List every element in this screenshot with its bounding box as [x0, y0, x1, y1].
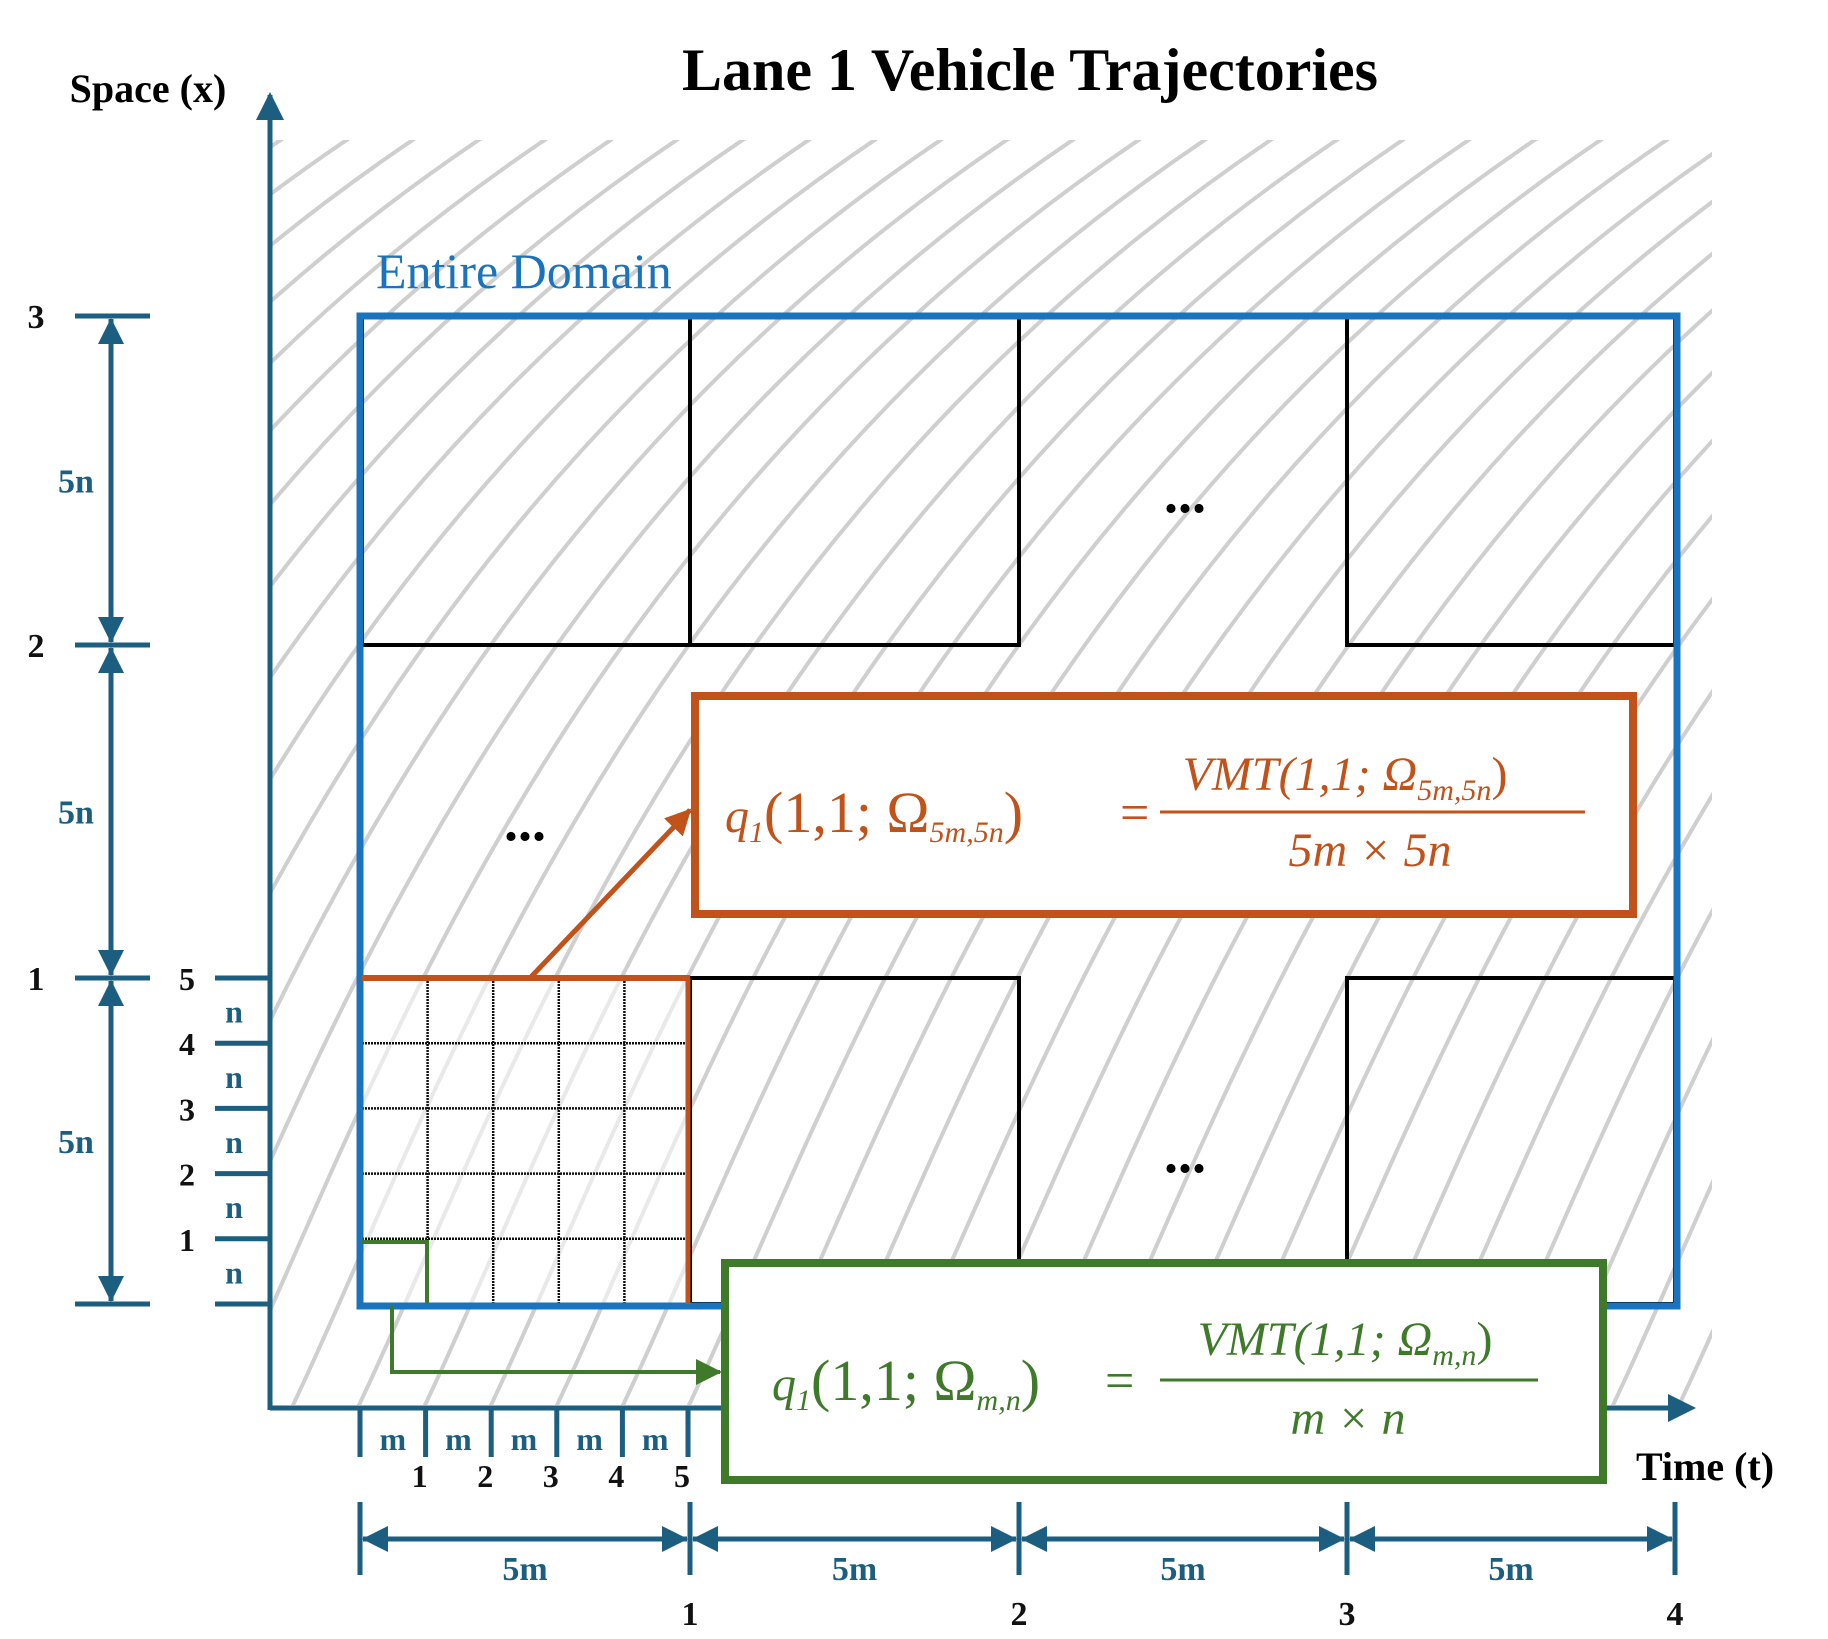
- small-y-span-label: n: [225, 1059, 243, 1095]
- small-y-span-label: n: [225, 1189, 243, 1225]
- small-x-span-label: m: [511, 1421, 538, 1457]
- formula-small-equals: =: [1105, 1353, 1134, 1410]
- x-span-label: 5m: [502, 1551, 547, 1588]
- inner-y-tick-label: 2: [179, 1157, 195, 1193]
- inner-x-tick-label: 2: [477, 1458, 493, 1494]
- x-span-label: 5m: [1160, 1551, 1205, 1588]
- outer-x-tick-label: 1: [682, 1596, 699, 1633]
- trajectory-line: [272, 140, 945, 894]
- outer-x-tick-label: 2: [1011, 1596, 1028, 1633]
- large-cell-highlight: [362, 808, 692, 1304]
- x-axis-label: Time (t): [1636, 1444, 1774, 1489]
- formula-box-small: q1(1,1; Ωm,n) = VMT(1,1; Ωm,n) m × n: [721, 1259, 1607, 1484]
- outer-y-tick-label: 2: [28, 628, 45, 665]
- large-cell-arrow: [528, 808, 692, 980]
- small-cell-highlight: [362, 1240, 722, 1385]
- inner-x-tick-label: 5: [674, 1458, 690, 1494]
- formula-small-numerator: VMT(1,1; Ωm,n): [1198, 1313, 1493, 1372]
- trajectory-line: [272, 140, 1077, 1162]
- inner-y-tick-label: 3: [179, 1091, 195, 1127]
- trajectory-line: [290, 140, 1209, 1405]
- trajectory-line: [1610, 1178, 1712, 1405]
- trajectory-line: [272, 140, 813, 679]
- ellipsis-top: ...: [1164, 463, 1206, 525]
- trajectory-line: [272, 140, 615, 432]
- small-cell-arrow: [390, 1306, 722, 1385]
- formula-box-large: q1(1,1; Ω5m,5n) = VMT(1,1; Ω5m,5n) 5m × …: [691, 692, 1637, 918]
- trajectory-line: [272, 140, 747, 588]
- x-span-label: 5m: [832, 1551, 877, 1588]
- formula-large-equals: =: [1120, 785, 1149, 842]
- inner-y-tick-label: 1: [179, 1222, 195, 1258]
- formula-large-lhs: q1(1,1; Ω5m,5n): [725, 780, 1023, 849]
- y-span-label: 5n: [58, 1124, 94, 1161]
- ellipsis-middle: ...: [504, 791, 546, 853]
- x-axis-arrowhead: [1668, 1394, 1696, 1422]
- x-dimensions: 5m 5m 5m 5m 1 2 3 4: [357, 1502, 1684, 1633]
- cell-box: [1345, 976, 1677, 1306]
- fine-grid: [362, 978, 690, 1304]
- formula-large-denominator: 5m × 5n: [1288, 824, 1451, 877]
- outer-x-tick-label: 3: [1339, 1596, 1356, 1633]
- trajectory-line: [272, 140, 351, 196]
- formula-small-denominator: m × n: [1290, 1392, 1405, 1445]
- small-x-span-label: m: [576, 1421, 603, 1457]
- outer-y-tick-label: 1: [28, 961, 45, 998]
- small-x-span-label: m: [642, 1421, 669, 1457]
- trajectory-line: [272, 140, 549, 365]
- outer-y-tick-label: 3: [28, 299, 45, 336]
- y-axis-arrowhead: [256, 92, 284, 120]
- small-y-span-label: n: [225, 994, 243, 1030]
- formula-large-numerator: VMT(1,1; Ω5m,5n): [1183, 748, 1508, 807]
- inner-y-tick-label: 5: [179, 961, 195, 997]
- y-span-label: 5n: [58, 464, 94, 501]
- inner-x-tick-label: 1: [412, 1458, 428, 1494]
- inner-x-tick-label: 3: [543, 1458, 559, 1494]
- y-axis-label: Space (x): [70, 66, 227, 111]
- x-span-label: 5m: [1488, 1551, 1533, 1588]
- trajectory-line: [272, 140, 681, 506]
- diagram-title: Lane 1 Vehicle Trajectories: [682, 37, 1378, 103]
- trajectory-line: [272, 140, 879, 780]
- ellipsis-bottom: ...: [1164, 1123, 1206, 1185]
- entire-domain-label: Entire Domain: [376, 243, 672, 299]
- trajectory-line: [272, 140, 285, 149]
- trajectory-line: [272, 140, 1011, 1022]
- y-span-label: 5n: [58, 795, 94, 832]
- small-y-span-label: n: [225, 1254, 243, 1290]
- trajectory-line: [272, 140, 1143, 1311]
- small-x-span-label: m: [445, 1421, 472, 1457]
- formula-small-lhs: q1(1,1; Ωm,n): [772, 1348, 1040, 1417]
- y-dimensions: 5n 5n 5n 1 2 3: [28, 299, 150, 1307]
- cell-box: [688, 314, 1021, 647]
- outer-x-tick-label: 4: [1667, 1596, 1684, 1633]
- inner-y-tick-label: 4: [179, 1026, 195, 1062]
- inner-x-tick-label: 4: [608, 1458, 624, 1494]
- cell-box: [1345, 314, 1677, 647]
- trajectory-line: [1718, 100, 1828, 1460]
- small-y-span-label: n: [225, 1124, 243, 1160]
- small-x-span-label: m: [379, 1421, 406, 1457]
